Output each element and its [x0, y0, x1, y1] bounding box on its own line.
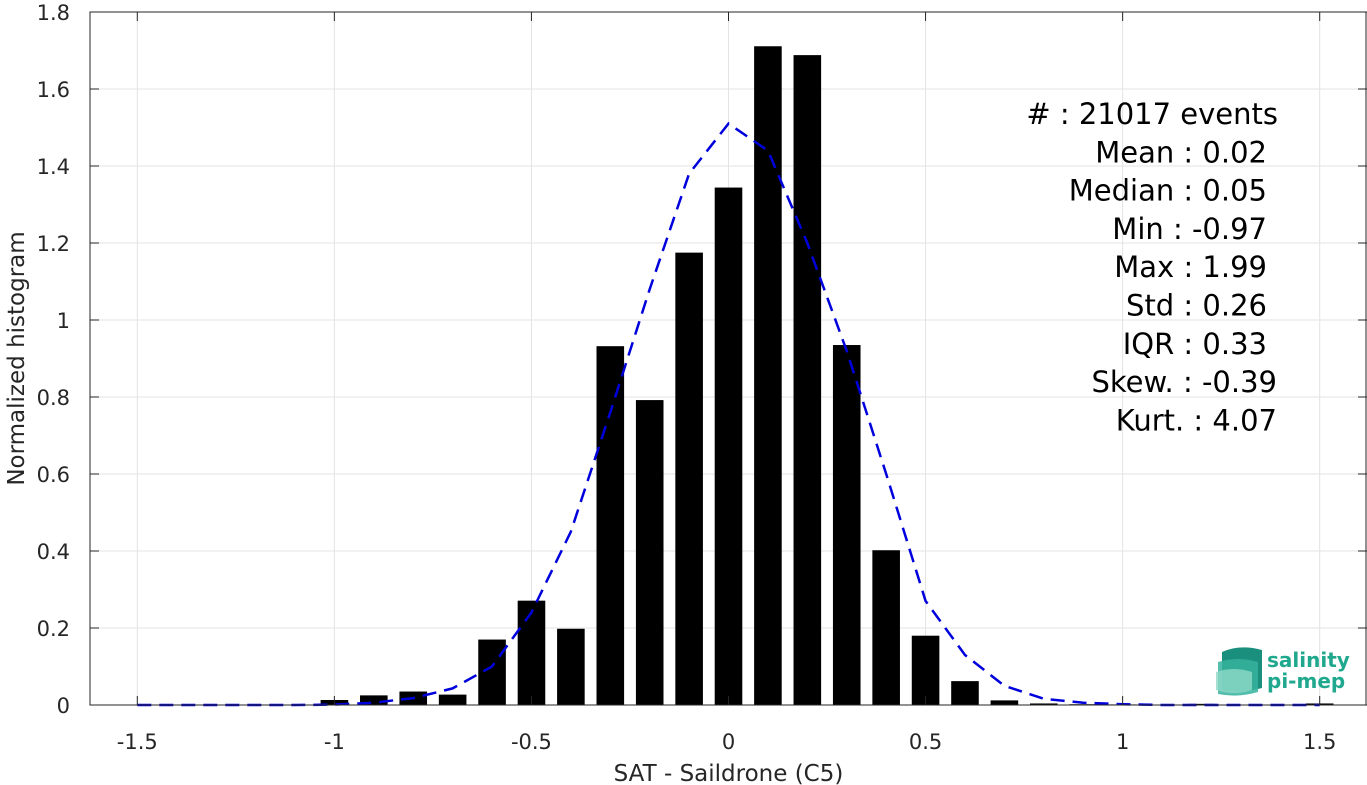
axes — [89, 11, 1367, 706]
histogram-bar — [596, 346, 625, 705]
y-tick-label: 1.6 — [37, 78, 70, 102]
histogram-bar — [478, 639, 506, 705]
x-tick-label: 0.5 — [909, 730, 942, 754]
histogram-bar — [872, 550, 900, 705]
x-tick-label: -1 — [324, 730, 345, 754]
histogram-bar — [635, 400, 664, 705]
stat-line: Max : 1.99 — [1114, 250, 1267, 284]
x-tick-label: -1.5 — [117, 730, 158, 754]
histogram-bar — [951, 681, 979, 705]
stat-line: Min : -0.97 — [1112, 212, 1267, 246]
histogram-bar — [1187, 703, 1216, 705]
stat-line: Kurt. : 4.07 — [1116, 403, 1277, 437]
x-tick-label: 0 — [722, 730, 735, 754]
stat-line: Mean : 0.02 — [1095, 135, 1267, 169]
salinity-pi-mep-logo: salinity pi-mep — [1216, 647, 1350, 696]
histogram-bar — [675, 252, 703, 705]
logo-text-pi-mep: pi-mep — [1267, 669, 1345, 693]
x-axis-title: SAT - Saildrone (C5) — [614, 761, 844, 785]
x-tick-label: 1 — [1116, 730, 1129, 754]
histogram-bar — [990, 700, 1019, 705]
histogram-bar — [1030, 703, 1058, 705]
stat-line: IQR : 0.33 — [1123, 327, 1267, 361]
histogram-bar — [793, 55, 822, 706]
histogram-bar — [517, 600, 546, 705]
histogram-bars — [320, 46, 1334, 706]
stat-line: # : 21017 events — [1026, 97, 1278, 131]
histogram-bar — [754, 46, 782, 705]
x-tick-label: 1.5 — [1303, 730, 1336, 754]
y-tick-label: 1.2 — [37, 232, 70, 256]
stat-line: Std : 0.26 — [1126, 289, 1267, 323]
statistics-annotations: # : 21017 events Mean : 0.02 Median : 0.05… — [1026, 97, 1278, 437]
logo-text-salinity: salinity — [1267, 648, 1350, 672]
y-tick-label: 0.6 — [37, 463, 70, 487]
tick-labels: -1.5 -1 -0.5 0 0.5 1 1.5 0 0.2 0.4 0.6 0.8 1 1.2 1.4 1.… — [37, 1, 1337, 754]
y-tick-label: 1.8 — [37, 1, 70, 25]
histogram-bar — [557, 628, 585, 705]
y-tick-label: 0.4 — [37, 540, 70, 564]
logo-emblem-icon — [1216, 647, 1262, 696]
histogram-bar — [438, 694, 467, 705]
y-tick-label: 1.4 — [37, 155, 70, 179]
stat-line: Median : 0.05 — [1069, 174, 1267, 208]
plot-frame — [89, 11, 1367, 706]
y-tick-label: 0.2 — [37, 617, 70, 641]
histogram-bar — [360, 695, 388, 705]
histogram-bar — [911, 635, 940, 705]
x-tick-label: -0.5 — [511, 730, 552, 754]
histogram-bar — [714, 187, 743, 705]
histogram-bar — [832, 345, 861, 705]
stat-line: Skew. : -0.39 — [1091, 365, 1277, 399]
y-tick-label: 0 — [57, 694, 70, 718]
y-tick-label: 0.8 — [37, 386, 70, 410]
y-tick-label: 1 — [57, 309, 70, 333]
y-axis-title: Normalized histogram — [4, 231, 30, 485]
